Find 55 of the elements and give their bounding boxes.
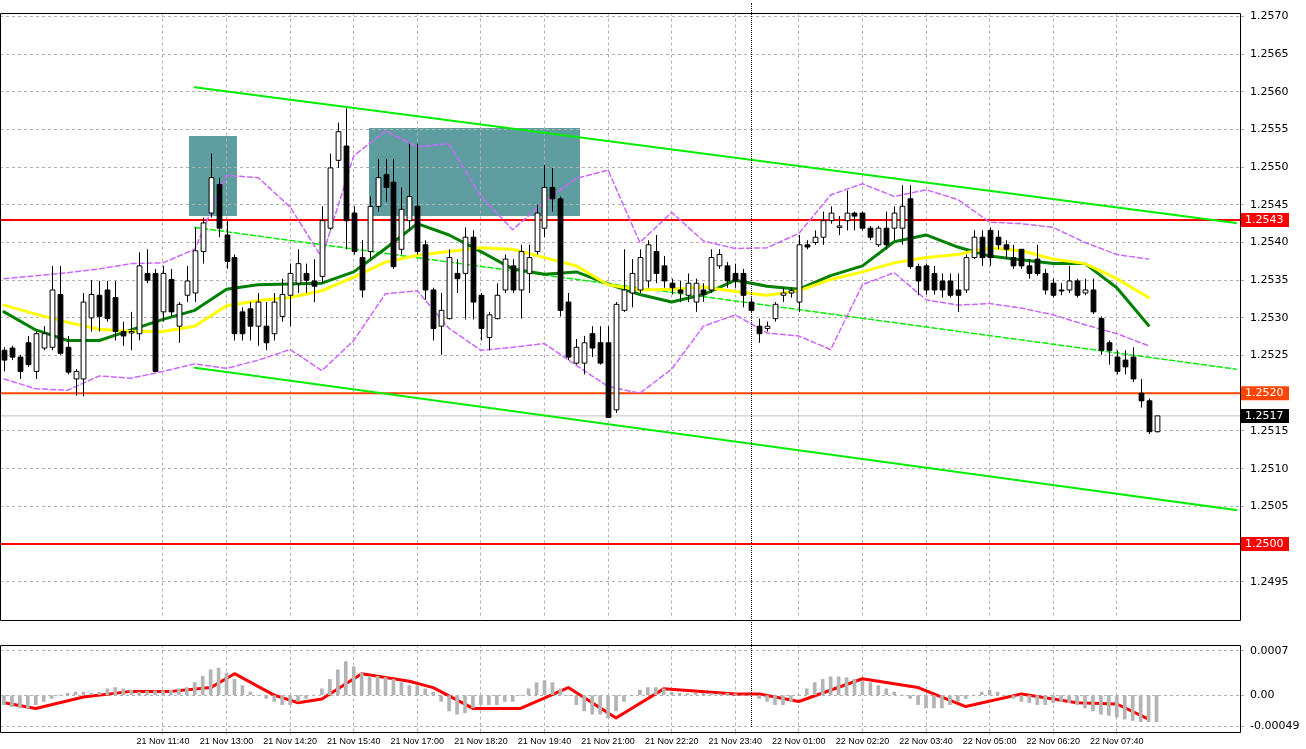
bar	[765, 695, 769, 702]
bar	[948, 695, 952, 705]
x-tick-label: 21 Nov 13:00	[199, 736, 254, 747]
y-tick-label: 1.2530	[1250, 310, 1289, 324]
bar	[1067, 695, 1071, 704]
line-series	[3, 271, 1150, 395]
x-tick-label: 22 Nov 06:20	[1026, 736, 1080, 747]
ref-line-label: 1.2500	[1245, 536, 1284, 550]
ref-line-label: 1.2520	[1245, 386, 1284, 400]
bar	[812, 682, 817, 695]
bar	[1043, 695, 1048, 705]
y-tick-label: 0.0007	[1250, 643, 1289, 657]
y-tick-label: 1.2505	[1250, 499, 1289, 513]
y-tick-label: 1.2540	[1250, 235, 1289, 249]
bar	[1035, 695, 1040, 705]
bar	[105, 688, 110, 695]
x-tick-label: 22 Nov 01:00	[772, 736, 826, 747]
x-tick-label: 21 Nov 21:00	[581, 736, 635, 747]
x-tick-label: 22 Nov 05:00	[962, 736, 1017, 747]
x-tick-label: 21 Nov 11:40	[136, 736, 190, 747]
x-tick-label: 21 Nov 18:20	[454, 736, 508, 747]
bar	[502, 695, 507, 702]
x-tick-label: 21 Nov 15:40	[326, 736, 381, 747]
y-tick-label: 1.2570	[1250, 9, 1289, 23]
x-tick-label: 21 Nov 22:20	[644, 736, 699, 747]
bar	[264, 695, 269, 699]
y-tick-label: 1.2555	[1250, 122, 1289, 136]
bar	[455, 695, 459, 715]
bar	[41, 695, 46, 702]
y-tick-label: 0.00	[1250, 688, 1275, 702]
ref-line-label: 1.2517	[1245, 408, 1284, 422]
y-tick-label: 1.2565	[1250, 46, 1289, 60]
y-tick-label: 1.2560	[1250, 84, 1289, 98]
bar	[1091, 695, 1095, 712]
y-tick-label: 1.2510	[1250, 461, 1289, 475]
y-tick-label: -0.00049	[1250, 719, 1300, 732]
bar	[773, 695, 777, 705]
y-tick-label: 1.2545	[1250, 197, 1289, 211]
bar	[1011, 695, 1016, 699]
y-tick-label: 1.2535	[1250, 273, 1289, 287]
y-tick-label: 1.2550	[1250, 159, 1289, 173]
x-tick-label: 22 Nov 07:40	[1090, 736, 1144, 747]
ref-line-label: 1.2543	[1245, 212, 1284, 226]
bar	[582, 695, 587, 712]
line-series	[3, 130, 1150, 280]
x-tick-label: 22 Nov 02:20	[835, 736, 890, 747]
y-tick-label: 1.2525	[1250, 348, 1289, 362]
x-tick-label: 21 Nov 17:00	[390, 736, 445, 747]
y-tick-label: 1.2515	[1250, 423, 1289, 437]
y-tick-label: 1.2495	[1250, 574, 1289, 588]
x-tick-label: 21 Nov 19:40	[517, 736, 572, 747]
x-tick-label: 22 Nov 03:40	[899, 736, 953, 747]
x-tick-label: 21 Nov 14:20	[263, 736, 317, 747]
bar	[18, 695, 22, 709]
x-tick-label: 21 Nov 23:40	[708, 736, 763, 747]
